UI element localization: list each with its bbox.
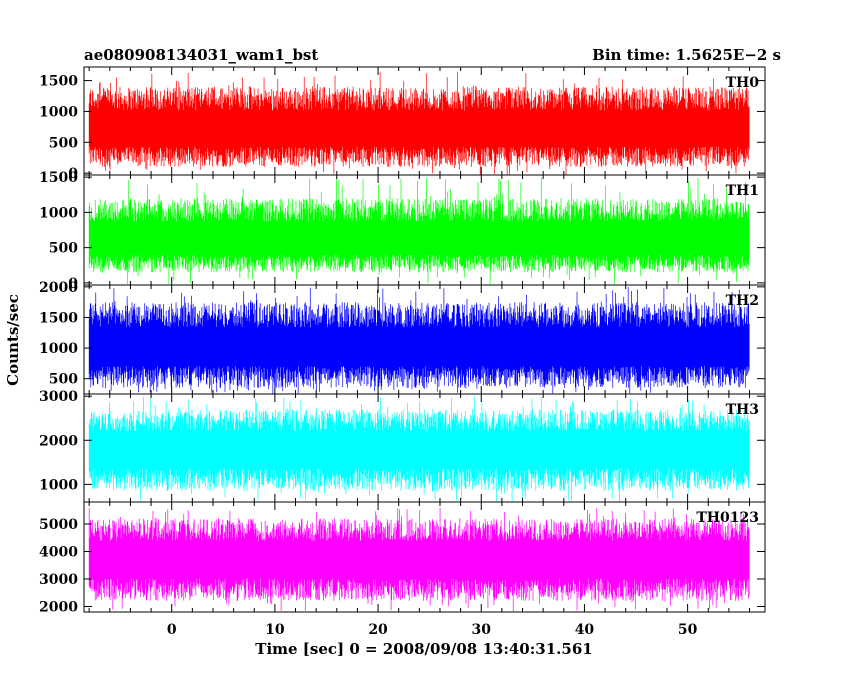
panel-th0123: 2000 3000 4000 5000 TH0123: [39, 501, 766, 616]
panel-frame: [83, 501, 766, 613]
y-axis-label: Counts/sec: [4, 294, 22, 386]
panel-label-th3: TH3: [726, 402, 759, 418]
y-tick-label: 2000: [39, 600, 78, 616]
y-tick-label: 1000: [39, 104, 78, 120]
y-tick-label: 1500: [39, 310, 78, 326]
panel-th0: 0 500 1000 1500 TH0: [39, 66, 766, 182]
panel-label-th0: TH0: [726, 75, 760, 91]
panel-th1: 0 500 1000 1500 TH1: [39, 170, 766, 292]
panel-th3: 1000 2000 3000 TH3: [39, 389, 766, 503]
y-tick-label: 500: [49, 241, 78, 257]
x-tick-label: 50: [678, 622, 698, 638]
y-tick-label: 500: [49, 135, 78, 151]
y-tick-label: 1500: [39, 170, 78, 186]
y-tick-label: 5000: [39, 517, 78, 533]
panel-label-th1: TH1: [726, 183, 759, 199]
series-th3: [88, 396, 750, 502]
y-tick-label: 1000: [39, 205, 78, 221]
y-tick-label: 3000: [39, 389, 78, 405]
x-tick-label: 10: [265, 622, 285, 638]
y-tick-label: 4000: [39, 545, 78, 561]
y-tick-label: 3000: [39, 572, 78, 588]
chart-title: ae080908134031_wam1_bst: [84, 46, 318, 64]
panel-label-th0123: TH0123: [696, 510, 759, 526]
x-axis-label: Time [sec] 0 = 2008/09/08 13:40:31.561: [255, 640, 592, 658]
y-tick-label: 0: [68, 276, 78, 292]
y-tick-label: 1000: [39, 477, 78, 493]
series-th2: [88, 286, 750, 394]
y-tick-label: 0: [68, 166, 78, 182]
y-tick-label: 500: [49, 372, 78, 388]
y-tick-label: 1500: [39, 74, 78, 90]
panel-label-th2: TH2: [726, 293, 759, 309]
series-th0: [88, 71, 750, 175]
series-th0123: [88, 507, 750, 612]
panel-th2: 500 1000 1500 2000 TH2: [39, 280, 766, 395]
y-tick-label: 2000: [39, 280, 78, 296]
y-tick-label: 1000: [39, 341, 78, 357]
y-tick-label: 2000: [39, 433, 78, 449]
series-th1: [88, 177, 750, 285]
x-tick-label: 20: [368, 622, 388, 638]
x-tick-label: 40: [575, 622, 595, 638]
x-tick-label: 30: [472, 622, 492, 638]
x-tick-label: 0: [167, 622, 177, 638]
bin-time-label: Bin time: 1.5625E−2 s: [592, 46, 781, 64]
